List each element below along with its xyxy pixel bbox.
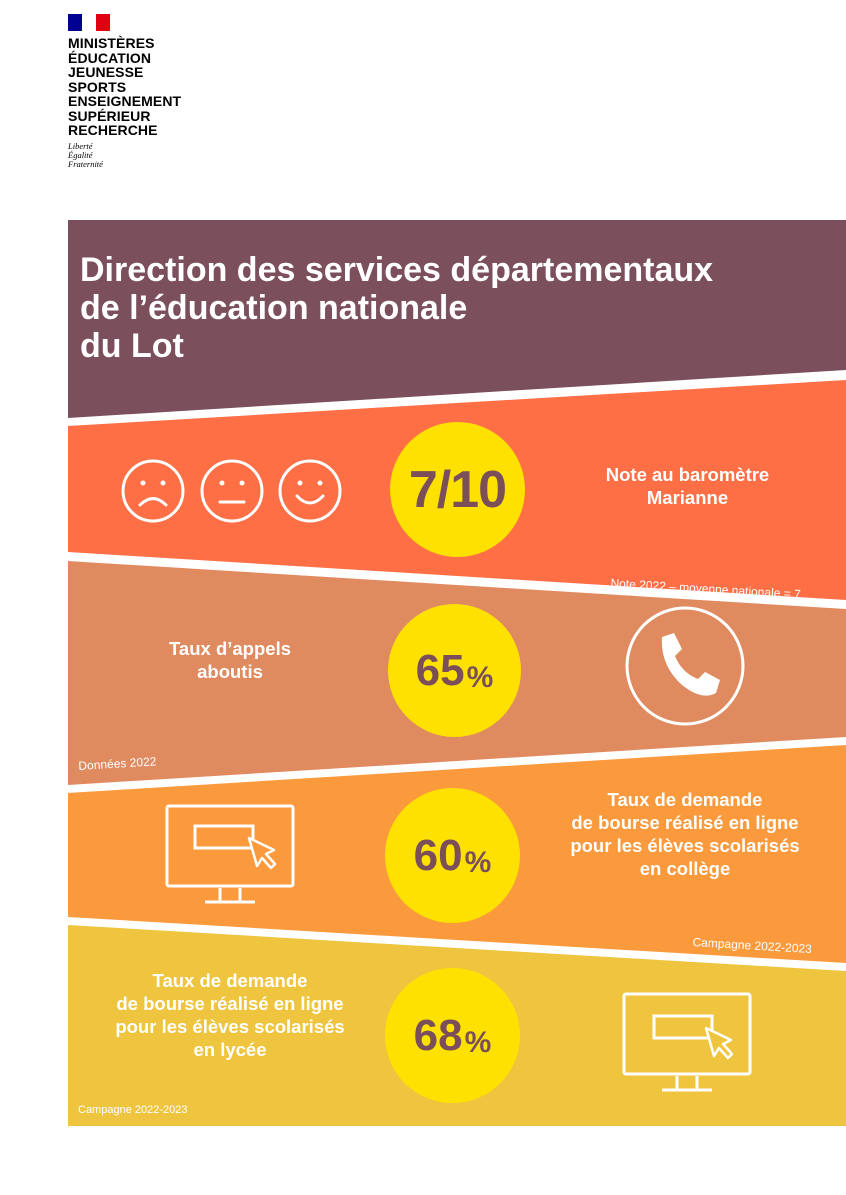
page-title: Direction des services départementaux de… bbox=[80, 251, 714, 365]
header-band bbox=[68, 220, 846, 418]
ministry-name: MINISTÈRES ÉDUCATION JEUNESSE SPORTS ENS… bbox=[68, 35, 182, 138]
lycee-label: Taux de demande de bourse réalisé en lig… bbox=[115, 970, 345, 1060]
calls-label: Taux d’appels aboutis bbox=[169, 638, 291, 682]
calls-circle: 65% bbox=[388, 604, 521, 737]
happy-face-icon bbox=[278, 459, 342, 523]
faces-group bbox=[121, 459, 342, 523]
score-value: 7/10 bbox=[408, 460, 507, 519]
sad-face-icon bbox=[121, 459, 185, 523]
lycee-circle: 68% bbox=[385, 968, 520, 1103]
phone-icon bbox=[625, 606, 745, 726]
french-flag-icon bbox=[68, 14, 110, 31]
ministry-logo: MINISTÈRES ÉDUCATION JEUNESSE SPORTS ENS… bbox=[68, 14, 268, 169]
lycee-note: Campagne 2022-2023 bbox=[78, 1104, 188, 1116]
college-label: Taux de demande de bourse réalisé en lig… bbox=[570, 789, 800, 879]
college-circle: 60% bbox=[385, 788, 520, 923]
computer-screen-icon bbox=[165, 804, 295, 904]
computer-screen-icon bbox=[622, 992, 752, 1092]
marianne-label: Note au baromètre Marianne bbox=[605, 464, 770, 508]
neutral-face-icon bbox=[200, 459, 264, 523]
republic-motto: Liberté Égalité Fraternité bbox=[68, 140, 103, 169]
score-circle: 7/10 bbox=[390, 422, 525, 557]
